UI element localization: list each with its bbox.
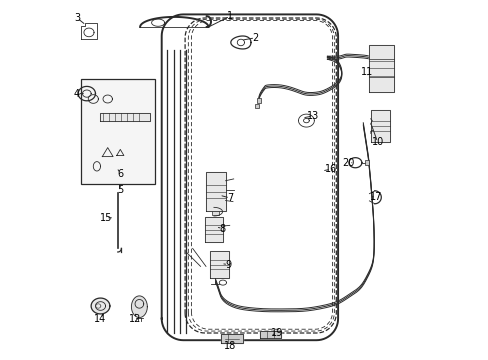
Text: 6: 6 (117, 168, 123, 179)
Polygon shape (205, 217, 222, 242)
Text: 13: 13 (306, 111, 318, 121)
Text: 4: 4 (74, 89, 80, 99)
Polygon shape (370, 110, 390, 142)
Text: 15: 15 (100, 213, 112, 223)
Polygon shape (365, 160, 368, 165)
Text: 8: 8 (220, 224, 225, 234)
Polygon shape (368, 45, 393, 92)
Polygon shape (131, 296, 147, 318)
Polygon shape (100, 113, 150, 121)
Text: 14: 14 (94, 314, 106, 324)
Polygon shape (221, 334, 243, 343)
Polygon shape (259, 331, 281, 338)
Text: 5: 5 (117, 185, 123, 195)
Text: 18: 18 (224, 341, 236, 351)
Polygon shape (257, 98, 260, 103)
Polygon shape (91, 298, 110, 314)
Polygon shape (255, 104, 258, 108)
Polygon shape (209, 251, 228, 278)
Text: 7: 7 (226, 193, 233, 203)
Text: 1: 1 (226, 11, 233, 21)
Text: 2: 2 (252, 33, 258, 43)
Polygon shape (205, 172, 225, 211)
Polygon shape (212, 211, 219, 215)
Text: 3: 3 (74, 13, 80, 23)
Text: 10: 10 (371, 137, 383, 147)
Text: 20: 20 (342, 158, 354, 168)
Polygon shape (78, 86, 95, 101)
Polygon shape (162, 14, 337, 340)
Text: 19: 19 (270, 328, 283, 338)
Bar (81, 79, 154, 184)
Text: 11: 11 (360, 67, 372, 77)
Text: 9: 9 (225, 260, 231, 270)
Text: 12: 12 (128, 314, 141, 324)
Text: 16: 16 (324, 164, 336, 174)
Text: 17: 17 (369, 192, 381, 202)
Polygon shape (135, 300, 143, 308)
